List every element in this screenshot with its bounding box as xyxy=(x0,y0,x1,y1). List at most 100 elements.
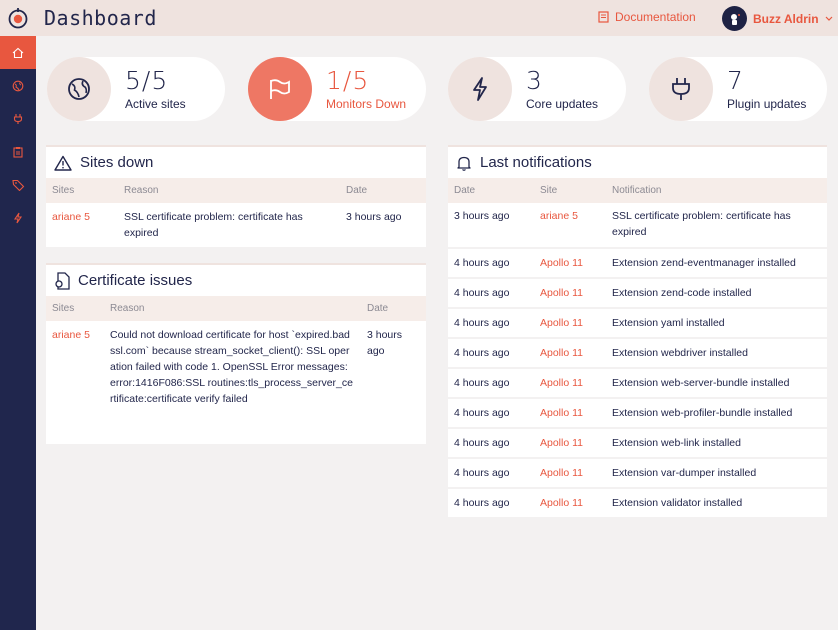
stat-value: 5/5 xyxy=(125,66,169,95)
user-menu[interactable]: Buzz Aldrin xyxy=(722,6,833,31)
table-row[interactable]: 4 hours ago Apollo 11 Extension var-dumper… xyxy=(448,457,827,487)
home-icon xyxy=(12,47,24,58)
warning-icon xyxy=(54,155,72,171)
notification-text: Extension zend-code installed xyxy=(612,287,752,299)
stat-active-sites[interactable]: 5/5 Active sites xyxy=(47,57,225,121)
certificate-icon xyxy=(55,271,70,290)
clipboard-icon xyxy=(13,146,23,158)
col-sites: Sites xyxy=(52,185,75,196)
site-link[interactable]: Apollo 11 xyxy=(540,497,584,509)
reason-text: Could not download certificate for host … xyxy=(110,329,353,405)
table-row[interactable]: 4 hours ago Apollo 11 Extension web-server… xyxy=(448,367,827,397)
book-icon xyxy=(598,11,609,23)
site-link[interactable]: ariane 5 xyxy=(52,329,90,341)
globe-icon xyxy=(12,80,24,91)
sidebar xyxy=(0,36,36,630)
table-row[interactable]: 4 hours ago Apollo 11 Extension zend-event… xyxy=(448,247,827,277)
sidebar-item-home[interactable] xyxy=(0,36,36,69)
col-date: Date xyxy=(367,303,389,314)
notification-text: SSL certificate problem: certificate has… xyxy=(612,210,791,238)
chevron-down-icon xyxy=(825,16,832,21)
table-header: Sites Reason Date xyxy=(46,296,426,321)
notification-text: Extension yaml installed xyxy=(612,317,725,329)
page-title: Dashboard xyxy=(44,6,157,30)
col-reason: Reason xyxy=(124,185,159,196)
certificate-issues-panel: Certificate issues Sites Reason Date ari… xyxy=(46,263,426,444)
site-link[interactable]: Apollo 11 xyxy=(540,287,584,299)
table-row[interactable]: 4 hours ago Apollo 11 Extension webdriver … xyxy=(448,337,827,367)
notification-text: Extension web-server-bundle installed xyxy=(612,377,790,389)
sidebar-item-reports[interactable] xyxy=(0,135,36,168)
stat-core-updates[interactable]: 3 Core updates xyxy=(448,57,626,121)
notification-text: Extension validator installed xyxy=(612,497,743,509)
site-link[interactable]: Apollo 11 xyxy=(540,317,584,329)
panel-title: Certificate issues xyxy=(78,272,193,289)
stat-value: 7 xyxy=(727,66,744,95)
stat-value: 3 xyxy=(526,66,543,95)
sidebar-item-updates[interactable] xyxy=(0,201,36,234)
col-reason: Reason xyxy=(110,303,145,314)
app-logo-icon[interactable] xyxy=(0,0,36,36)
site-link[interactable]: Apollo 11 xyxy=(540,407,584,419)
stat-label: Active sites xyxy=(125,97,186,111)
date-text: 4 hours ago xyxy=(454,287,510,299)
table-row[interactable]: 4 hours ago Apollo 11 Extension web-link i… xyxy=(448,427,827,457)
site-link[interactable]: Apollo 11 xyxy=(540,347,584,359)
notification-text: Extension webdriver installed xyxy=(612,347,748,359)
sites-down-panel: Sites down Sites Reason Date ariane 5 SS… xyxy=(46,145,426,247)
col-date: Date xyxy=(346,185,368,196)
table-row[interactable]: 4 hours ago Apollo 11 Extension zend-code … xyxy=(448,277,827,307)
col-site: Site xyxy=(540,185,558,196)
stat-label: Monitors Down xyxy=(326,97,407,111)
date-text: 4 hours ago xyxy=(454,347,510,359)
stat-monitors-down[interactable]: 1/5 Monitors Down xyxy=(248,57,426,121)
top-bar: Dashboard Documentation Buzz Aldrin xyxy=(0,0,838,36)
site-link[interactable]: ariane 5 xyxy=(540,210,578,222)
stat-plugin-updates[interactable]: 7 Plugin updates xyxy=(649,57,827,121)
date-text: 3 hours ago xyxy=(346,211,402,223)
sidebar-item-sites[interactable] xyxy=(0,69,36,102)
site-link[interactable]: Apollo 11 xyxy=(540,377,584,389)
bolt-icon xyxy=(13,212,23,223)
site-link[interactable]: Apollo 11 xyxy=(540,467,584,479)
notifications-list: 3 hours ago ariane 5 SSL certificate probl… xyxy=(448,203,827,517)
plug-icon xyxy=(649,57,713,121)
site-link[interactable]: ariane 5 xyxy=(52,211,90,223)
notification-text: Extension web-profiler-bundle installed xyxy=(612,407,793,419)
site-link[interactable]: Apollo 11 xyxy=(540,437,584,449)
date-text: 4 hours ago xyxy=(454,407,510,419)
notification-text: Extension var-dumper installed xyxy=(612,467,757,479)
globe-icon xyxy=(47,57,111,121)
sidebar-item-plugins[interactable] xyxy=(0,102,36,135)
documentation-link[interactable]: Documentation xyxy=(598,10,696,24)
stat-label: Plugin updates xyxy=(727,97,807,111)
table-row[interactable]: 4 hours ago Apollo 11 Extension web-profil… xyxy=(448,397,827,427)
date-text: 4 hours ago xyxy=(454,437,510,449)
table-row[interactable]: ariane 5 Could not download certificate … xyxy=(46,321,426,407)
table-row[interactable]: 4 hours ago Apollo 11 Extension validator … xyxy=(448,487,827,517)
panel-title: Sites down xyxy=(80,154,154,171)
user-name: Buzz Aldrin xyxy=(753,11,819,26)
sidebar-item-tags[interactable] xyxy=(0,168,36,201)
notifications-panel: Last notifications Date Site Notificatio… xyxy=(448,145,827,517)
notification-text: Extension zend-eventmanager installed xyxy=(612,257,796,269)
date-text: 4 hours ago xyxy=(454,377,510,389)
notification-text: Extension web-link installed xyxy=(612,437,741,449)
col-date: Date xyxy=(454,185,476,196)
table-header: Date Site Notification xyxy=(448,178,827,203)
avatar xyxy=(722,6,747,31)
flag-icon xyxy=(248,57,312,121)
table-row[interactable]: 3 hours ago ariane 5 SSL certificate probl… xyxy=(448,203,827,247)
bolt-icon xyxy=(448,57,512,121)
stat-label: Core updates xyxy=(526,97,599,111)
date-text: 4 hours ago xyxy=(454,317,510,329)
panel-title: Last notifications xyxy=(480,154,592,171)
table-header: Sites Reason Date xyxy=(46,178,426,203)
table-row[interactable]: ariane 5 SSL certificate problem: certif… xyxy=(46,203,426,241)
date-text: 4 hours ago xyxy=(454,497,510,509)
date-text: 3 hours ago xyxy=(454,210,510,222)
table-row[interactable]: 4 hours ago Apollo 11 Extension yaml insta… xyxy=(448,307,827,337)
site-link[interactable]: Apollo 11 xyxy=(540,257,584,269)
date-text: 3 hours ago xyxy=(367,329,403,357)
plug-icon xyxy=(13,113,23,124)
